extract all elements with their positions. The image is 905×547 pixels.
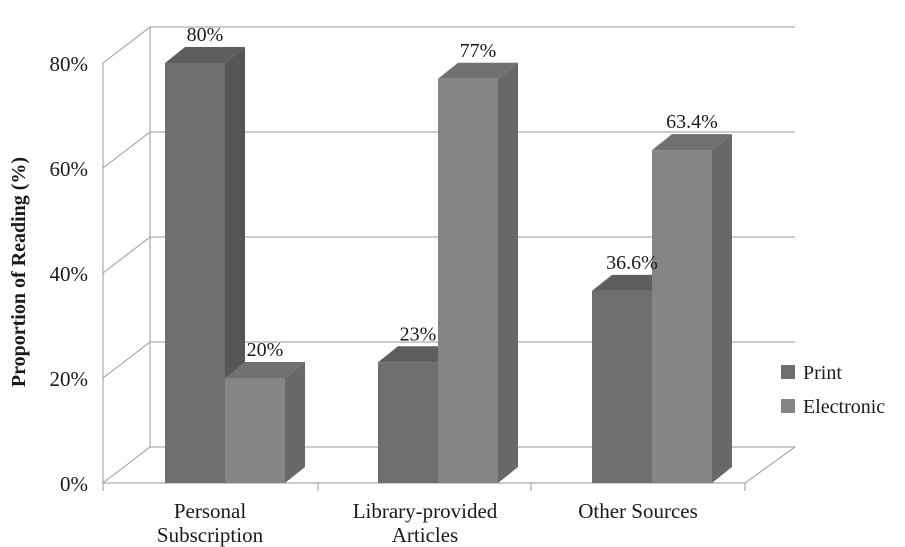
legend-label: Electronic (803, 396, 885, 418)
y-axis-label: Proportion of Reading (%) (8, 157, 30, 387)
bar-front (378, 362, 438, 483)
bar-side (285, 362, 305, 483)
bar-top (165, 47, 245, 63)
legend: Print Electronic (781, 362, 885, 418)
data-label: 63.4% (666, 111, 718, 133)
bars (165, 47, 732, 483)
bar-front (225, 378, 285, 483)
bar-front (592, 290, 652, 483)
x-category-label-line: Subscription (157, 523, 264, 547)
data-label: 77% (460, 40, 497, 62)
bar-top (652, 134, 732, 151)
x-category-label-line: Library-provided (353, 499, 498, 523)
data-label: 36.6% (606, 252, 658, 274)
y-ticks: 0% 20% 40% 60% 80% (50, 52, 89, 496)
x-category-label: Personal Subscription (157, 499, 264, 547)
x-category-label-line: Other Sources (578, 499, 698, 523)
x-tick-labels: Personal Subscription Library-provided Arti… (157, 499, 698, 547)
data-label: 20% (247, 339, 284, 361)
data-labels: 80% 23% 36.6% 20% 77% 63.4% (187, 24, 718, 361)
x-category-label: Library-provided Articles (353, 499, 498, 547)
bar-electronic-1 (225, 362, 305, 483)
y-tick-label: 60% (50, 157, 89, 181)
bar-side (498, 62, 518, 483)
bar-electronic-2 (438, 62, 518, 483)
bar-front (652, 150, 712, 483)
y-tick-label: 40% (50, 262, 89, 286)
bar-top (225, 362, 305, 378)
x-category-label: Other Sources (578, 499, 698, 523)
y-tick-label: 80% (50, 52, 89, 76)
bar-front (165, 63, 225, 483)
data-label: 80% (187, 24, 224, 46)
legend-swatch (781, 365, 795, 379)
y-tick-label: 0% (60, 472, 88, 496)
bar-front (438, 78, 498, 483)
axes (102, 27, 796, 491)
data-label: 23% (400, 323, 437, 345)
legend-label: Print (803, 362, 842, 384)
x-category-label-line: Articles (392, 523, 458, 547)
y-tick-label: 20% (50, 367, 89, 391)
legend-swatch (781, 399, 795, 413)
x-category-label-line: Personal (174, 499, 246, 523)
bar-side (712, 134, 732, 483)
bar-top (438, 62, 518, 79)
bar-electronic-3 (652, 134, 732, 483)
